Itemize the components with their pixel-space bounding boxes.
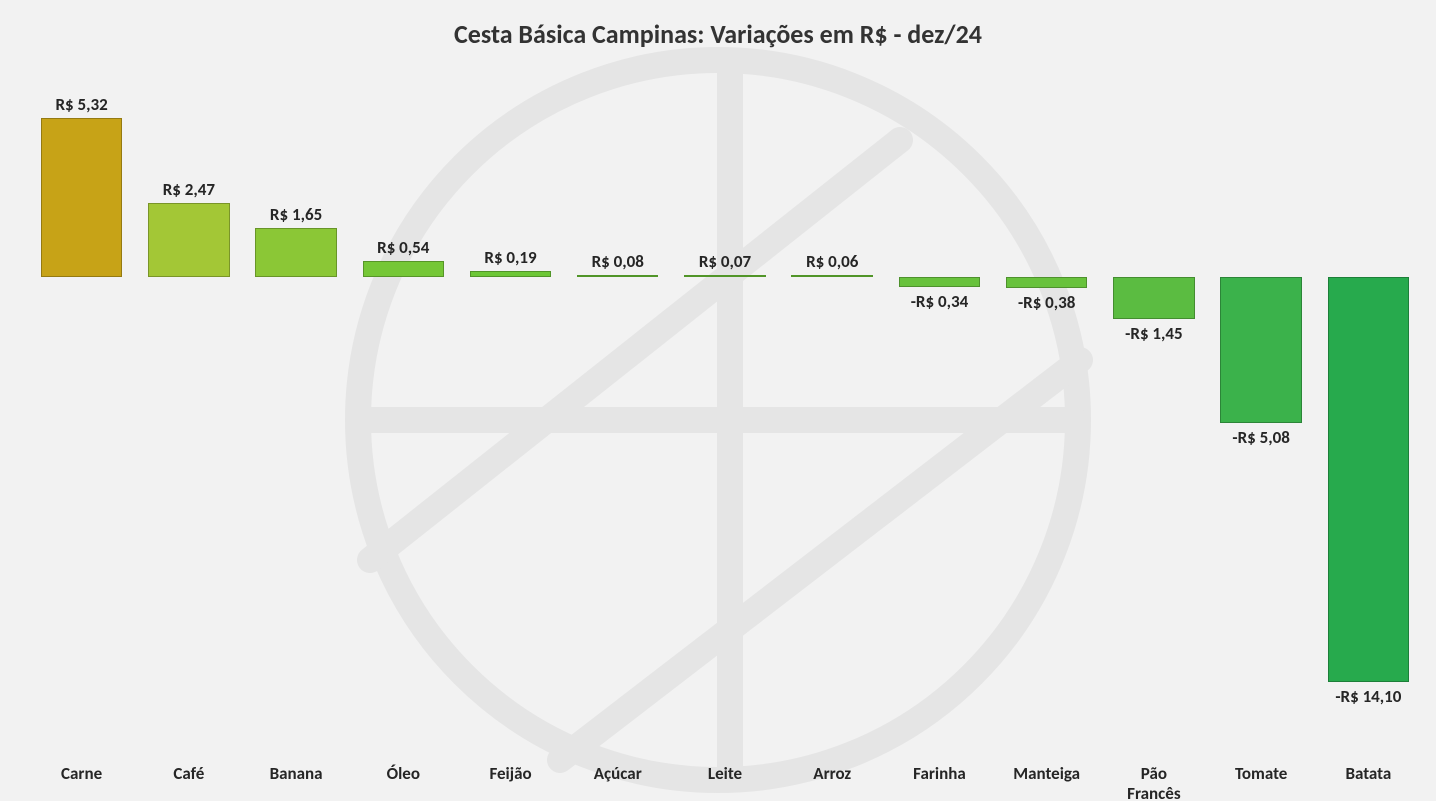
bar xyxy=(1113,277,1194,319)
bar-group: -R$ 0,38Manteiga xyxy=(993,98,1100,766)
value-label: -R$ 5,08 xyxy=(1208,427,1315,448)
value-label: -R$ 1,45 xyxy=(1100,323,1207,344)
value-label: R$ 2,47 xyxy=(135,179,242,200)
bar-group: -R$ 0,34Farinha xyxy=(886,98,993,766)
bar xyxy=(255,228,336,277)
value-label: R$ 0,08 xyxy=(564,251,671,272)
bar-group: -R$ 1,45Pão Francês xyxy=(1100,98,1207,766)
value-label: R$ 0,19 xyxy=(457,247,564,268)
bar-group: R$ 0,06Arroz xyxy=(779,98,886,766)
bar xyxy=(1220,277,1301,423)
value-label: -R$ 0,34 xyxy=(886,291,993,312)
value-label: R$ 0,54 xyxy=(350,237,457,258)
value-label: -R$ 14,10 xyxy=(1315,686,1422,707)
bar-group: R$ 0,19Feijão xyxy=(457,98,564,766)
bar xyxy=(363,261,444,277)
value-label: -R$ 0,38 xyxy=(993,292,1100,313)
bar-group: R$ 1,65Banana xyxy=(242,98,349,766)
bar-group: R$ 0,08Açúcar xyxy=(564,98,671,766)
bar xyxy=(1006,277,1087,288)
bar-group: R$ 0,07Leite xyxy=(671,98,778,766)
category-label: Batata xyxy=(1293,764,1436,784)
value-label: R$ 1,65 xyxy=(242,204,349,225)
bar-group: -R$ 5,08Tomate xyxy=(1208,98,1315,766)
bar xyxy=(1328,277,1409,682)
bar xyxy=(899,277,980,287)
bar-group: -R$ 14,10Batata xyxy=(1315,98,1422,766)
bar xyxy=(577,275,658,277)
value-label: R$ 0,07 xyxy=(671,251,778,272)
bar xyxy=(148,203,229,277)
plot-area: R$ 5,32CarneR$ 2,47CaféR$ 1,65BananaR$ 0… xyxy=(28,98,1422,766)
bar xyxy=(684,275,765,277)
bar xyxy=(41,118,122,277)
chart-title: Cesta Básica Campinas: Variações em R$ -… xyxy=(0,18,1436,50)
bar-group: R$ 5,32Carne xyxy=(28,98,135,766)
bar-group: R$ 0,54Óleo xyxy=(350,98,457,766)
bar xyxy=(791,275,872,277)
bar xyxy=(470,271,551,277)
value-label: R$ 0,06 xyxy=(779,251,886,272)
value-label: R$ 5,32 xyxy=(28,94,135,115)
bar-group: R$ 2,47Café xyxy=(135,98,242,766)
